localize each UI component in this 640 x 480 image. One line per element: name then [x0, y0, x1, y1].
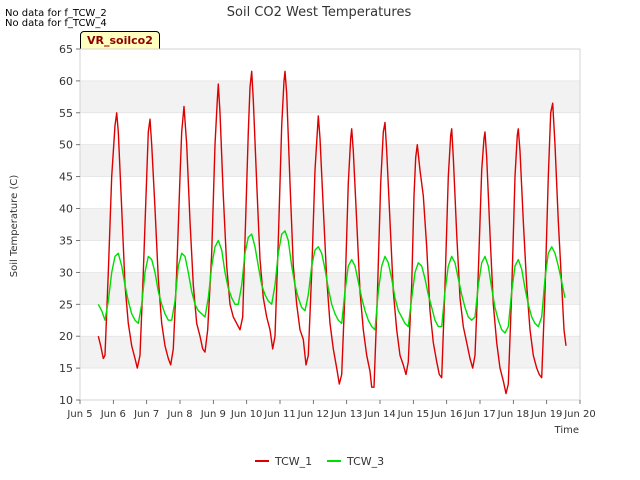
x-tick-label: Jun 5	[66, 409, 92, 420]
x-tick-label: Jun 19	[530, 409, 563, 420]
grid-band	[80, 208, 580, 241]
y-tick-label: 30	[59, 266, 73, 279]
legend-label: TCW_3	[346, 455, 384, 468]
x-tick-label: Jun 20	[563, 409, 596, 420]
legend-label: TCW_1	[274, 455, 312, 468]
series-line-tcw-1	[97, 70, 567, 395]
x-tick-label: Jun 11	[263, 409, 296, 420]
y-tick-label: 40	[59, 203, 73, 216]
x-tick-label: Jun 18	[497, 409, 530, 420]
x-tick-label: Jun 6	[100, 409, 126, 420]
chart-title: Soil CO2 West Temperatures	[227, 5, 412, 20]
no-data-message-1: No data for f_TCW_2	[5, 8, 107, 19]
x-tick-label: Jun 7	[133, 409, 159, 420]
x-tick-label: Jun 16	[430, 409, 463, 420]
x-tick-label: Jun 10	[230, 409, 263, 420]
x-tick-label: Jun 8	[166, 409, 192, 420]
x-tick-label: Jun 12	[297, 409, 330, 420]
x-tick-label: Jun 14	[363, 409, 396, 420]
y-tick-label: 35	[59, 234, 73, 247]
x-tick-label: Jun 9	[200, 409, 226, 420]
grid-band	[80, 80, 580, 113]
y-tick-label: 15	[59, 362, 73, 375]
y-axis-label: Soil Temperature (C)	[9, 175, 20, 278]
y-tick-label: 10	[59, 394, 73, 407]
x-tick-label: Jun 13	[330, 409, 363, 420]
x-tick-label: Jun 17	[463, 409, 496, 420]
y-tick-label: 60	[59, 75, 73, 88]
series-line-tcw-3	[97, 230, 566, 334]
x-tick-label: Jun 15	[397, 409, 430, 420]
y-tick-label: 20	[59, 330, 73, 343]
y-tick-label: 65	[59, 43, 73, 56]
y-tick-label: 50	[59, 139, 73, 152]
plot-frame	[79, 48, 581, 401]
y-tick-label: 55	[59, 107, 73, 120]
grid-band	[80, 336, 580, 369]
x-axis-label: Time	[554, 425, 579, 436]
y-tick-label: 45	[59, 171, 73, 184]
y-tick-label: 25	[59, 298, 73, 311]
no-data-message-2: No data for f_TCW_4	[5, 18, 107, 29]
grid-band	[80, 144, 580, 177]
